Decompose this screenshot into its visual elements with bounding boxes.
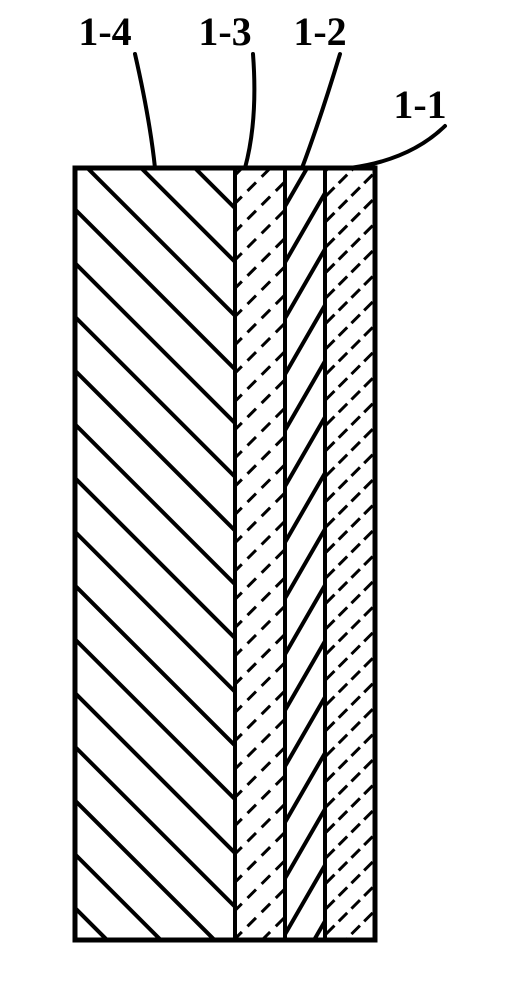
layer-4 [75,168,235,940]
layer-1 [325,168,375,940]
label-layer-3: 1-3 [198,9,251,54]
layer-3 [235,168,285,940]
leader-layer-1 [350,126,445,168]
label-layer-1: 1-1 [393,82,446,127]
leader-layer-3 [245,54,254,168]
label-layer-2: 1-2 [293,9,346,54]
layer-2 [285,168,325,940]
leader-layer-2 [302,54,340,168]
label-layer-4: 1-4 [78,9,131,54]
leader-layer-4 [135,54,155,168]
